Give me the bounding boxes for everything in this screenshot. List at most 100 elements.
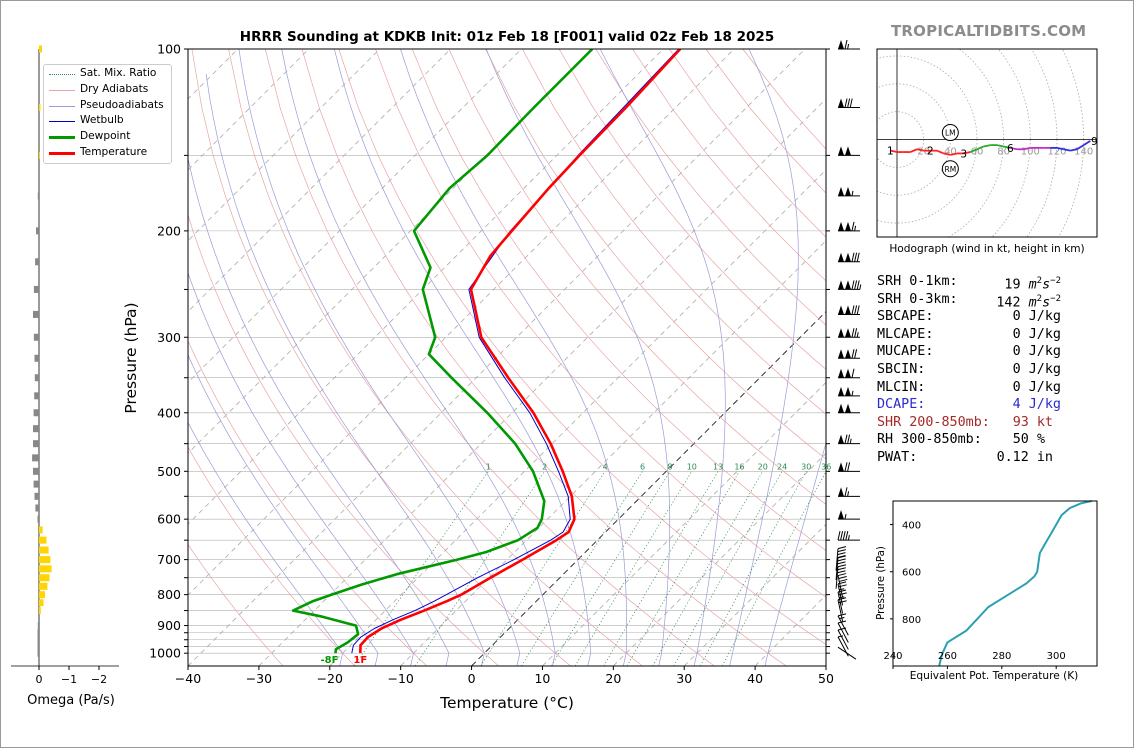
index-label: MLCIN:	[877, 379, 926, 395]
legend-label: Dewpoint	[80, 130, 131, 143]
hodograph-segment	[950, 152, 958, 156]
wind-barb-shaft	[837, 622, 849, 643]
wind-barb	[838, 186, 860, 197]
wind-barb	[835, 546, 847, 571]
wind-barb-pennant	[845, 403, 851, 413]
y-tick-label: 700	[157, 552, 181, 567]
wind-barb-flag	[851, 368, 855, 378]
wind-barb-flag	[839, 578, 848, 582]
wind-barb	[838, 146, 860, 156]
omega-bar	[33, 480, 39, 488]
omega-bar	[35, 258, 39, 266]
x-tick-label: −40	[175, 671, 201, 686]
legend-entry-temperature: Temperature	[44, 145, 171, 161]
y-tick-label: 200	[157, 223, 181, 238]
mixing-ratio-line	[673, 471, 783, 666]
wind-barb-flag	[837, 613, 847, 617]
omega-bar	[39, 151, 40, 159]
chart-legend: Sat. Mix. Ratio Dry Adiabats Pseudoadiab…	[43, 64, 172, 164]
wind-barb-shaft	[837, 636, 849, 657]
x-tick-label: 0	[468, 671, 476, 686]
surface-dewpoint-label: -8F	[321, 655, 339, 666]
wind-barb-flag	[847, 462, 851, 472]
index-label: SRH 0-1km:	[877, 274, 958, 289]
hodograph-segment	[943, 152, 951, 156]
index-label: PWAT:	[877, 449, 918, 465]
index-row-mucape: MUCAPE: 0 J/kg	[877, 343, 1077, 361]
isotherm-line	[188, 49, 735, 596]
wind-barb-flag	[838, 576, 847, 579]
x-tick-label: −30	[246, 671, 272, 686]
theta-e-frame	[892, 500, 1098, 667]
index-label: SBCIN:	[877, 361, 926, 377]
sounding-indices-table: SRH 0-1km: 19 m2s−2 SRH 0-3km: 142 m2s−2 S…	[877, 273, 1077, 467]
y-tick-label: 600	[157, 512, 181, 527]
wind-barb-flag	[851, 252, 855, 262]
mixing-ratio-label: 30	[801, 462, 811, 471]
wind-barb-half-flag	[851, 390, 854, 396]
index-value: 93	[1012, 414, 1029, 430]
wind-barb-flag	[844, 39, 848, 50]
moist-adiabat-line	[729, 49, 799, 666]
mixing-ratio-label: 2	[542, 462, 547, 471]
index-value: 0	[1012, 309, 1021, 325]
omega-bar	[34, 354, 39, 362]
dry-adiabat-line	[301, 49, 787, 666]
omega-bar	[33, 310, 39, 318]
wind-barb	[838, 386, 860, 397]
isotherm-line	[471, 310, 826, 666]
x-tick-label: 40	[747, 671, 763, 686]
storm-motion-label: LM	[945, 129, 956, 138]
wind-barb	[838, 252, 860, 263]
y-tick-label: 300	[157, 330, 181, 345]
wind-barb-shaft	[837, 629, 849, 650]
legend-entry-dry-adiabats: Dry Adiabats	[44, 82, 171, 98]
wind-barb	[838, 462, 860, 472]
y-tick-label: 100	[157, 42, 181, 57]
index-value: 0.12	[996, 449, 1029, 465]
theta-e-y-tick-label: 400	[902, 521, 921, 532]
dry-adiabat-line	[228, 49, 643, 666]
x-tick-label: 20	[605, 671, 621, 686]
wind-barb-pennant	[838, 368, 844, 378]
dry-adiabat-line	[558, 49, 826, 370]
dewpoint-profile-line	[291, 49, 594, 654]
storm-motion-label: RM	[944, 165, 956, 174]
wind-barb-flag	[840, 531, 844, 541]
moist-adiabat-line	[238, 49, 521, 666]
wind-barb-shaft	[837, 591, 844, 614]
wind-barb	[838, 349, 860, 359]
wind-barb-flag	[837, 620, 847, 624]
dry-adiabat-line	[411, 49, 826, 552]
wind-barb	[835, 564, 847, 589]
moist-adiabat-line	[188, 156, 450, 666]
wind-barb-pennant	[845, 386, 851, 396]
omega-bar	[39, 607, 41, 615]
hodograph-ring-label: 120	[1047, 147, 1066, 158]
omega-bar	[39, 546, 49, 554]
mixing-ratio-line	[603, 471, 719, 666]
y-tick-label: 800	[157, 587, 181, 602]
plot-frame	[187, 48, 827, 667]
wind-barb-half-flag	[859, 284, 862, 290]
wind-barb	[838, 403, 860, 414]
theta-e-y-tick-label: 800	[902, 615, 921, 626]
theta-e-x-tick-label: 300	[1047, 651, 1066, 662]
moist-adiabat-line	[333, 49, 592, 666]
hodograph-frame	[876, 48, 1098, 238]
mixing-ratio-line	[626, 471, 740, 666]
wind-barb-flag	[851, 305, 855, 315]
wind-barb-flag	[851, 349, 855, 359]
wind-barb-shaft	[837, 575, 844, 598]
moist-adiabat-line	[764, 441, 826, 666]
index-unit: J/kg	[1028, 326, 1061, 342]
wind-barb-flag	[837, 573, 847, 577]
index-unit: %	[1036, 432, 1045, 448]
omega-bar	[33, 409, 39, 417]
omega-axis-label: Omega (Pa/s)	[27, 693, 115, 708]
wind-barb-shaft	[835, 548, 839, 571]
legend-entry-wetbulb: Wetbulb	[44, 113, 171, 129]
index-value: 0	[1012, 379, 1021, 395]
wind-barb-flag	[837, 567, 846, 571]
